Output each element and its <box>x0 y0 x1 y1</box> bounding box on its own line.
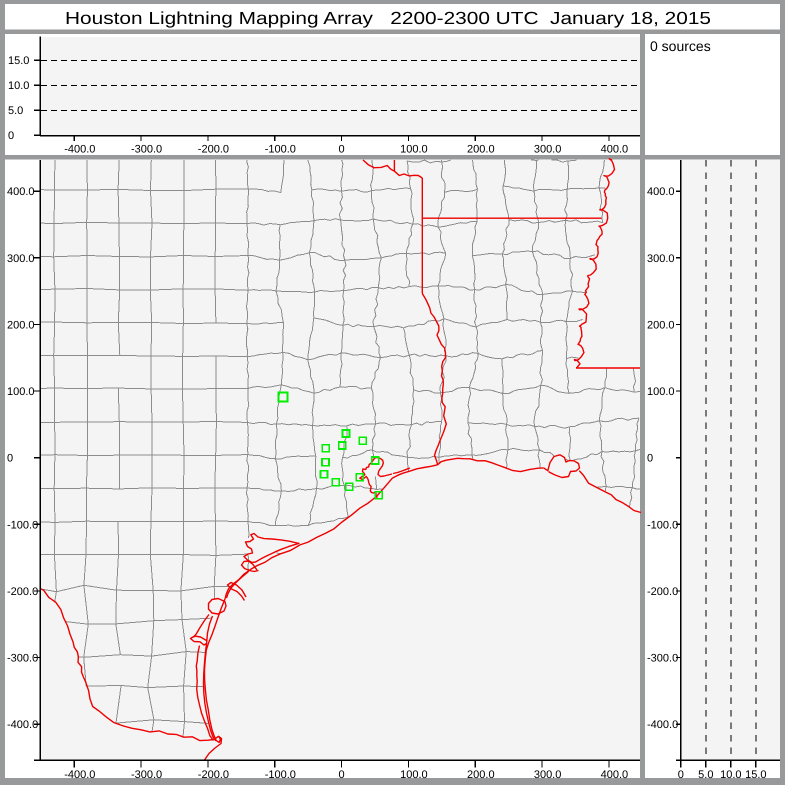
svg-text:400.0: 400.0 <box>647 186 675 198</box>
svg-text:10.0: 10.0 <box>720 769 741 781</box>
svg-text:200.0: 200.0 <box>467 144 495 156</box>
svg-text:-300.0: -300.0 <box>7 653 38 665</box>
svg-text:0: 0 <box>339 769 345 781</box>
svg-text:-400.0: -400.0 <box>64 144 95 156</box>
svg-text:-100.0: -100.0 <box>647 519 678 531</box>
svg-text:Houston Lightning Mapping Arra: Houston Lightning Mapping Array 2200-230… <box>65 8 711 28</box>
svg-text:400.0: 400.0 <box>7 186 35 198</box>
svg-text:0: 0 <box>647 453 653 465</box>
svg-text:100.0: 100.0 <box>647 386 675 398</box>
svg-text:-400.0: -400.0 <box>647 719 678 731</box>
svg-text:300.0: 300.0 <box>534 769 562 781</box>
svg-text:100.0: 100.0 <box>400 144 428 156</box>
svg-text:300.0: 300.0 <box>7 253 35 265</box>
svg-text:0 sources: 0 sources <box>650 38 711 54</box>
svg-text:100.0: 100.0 <box>400 769 428 781</box>
svg-text:15.0: 15.0 <box>745 769 766 781</box>
svg-text:-200.0: -200.0 <box>198 144 229 156</box>
svg-text:10.0: 10.0 <box>8 80 29 92</box>
svg-text:-300.0: -300.0 <box>131 144 162 156</box>
svg-text:15.0: 15.0 <box>8 55 29 67</box>
svg-text:-200.0: -200.0 <box>647 586 678 598</box>
svg-text:-400.0: -400.0 <box>64 769 95 781</box>
svg-text:-300.0: -300.0 <box>647 653 678 665</box>
svg-text:-100.0: -100.0 <box>265 144 296 156</box>
svg-text:-300.0: -300.0 <box>131 769 162 781</box>
svg-text:0: 0 <box>678 769 684 781</box>
svg-text:-200.0: -200.0 <box>198 769 229 781</box>
svg-text:200.0: 200.0 <box>7 320 35 332</box>
svg-text:-400.0: -400.0 <box>7 719 38 731</box>
svg-text:-100.0: -100.0 <box>265 769 296 781</box>
svg-text:300.0: 300.0 <box>647 253 675 265</box>
svg-text:100.0: 100.0 <box>7 386 35 398</box>
svg-text:5.0: 5.0 <box>698 769 713 781</box>
svg-text:400.0: 400.0 <box>601 144 629 156</box>
svg-text:0: 0 <box>8 130 14 142</box>
svg-text:-100.0: -100.0 <box>7 519 38 531</box>
svg-text:5.0: 5.0 <box>8 105 23 117</box>
svg-text:300.0: 300.0 <box>534 144 562 156</box>
svg-text:0: 0 <box>7 453 13 465</box>
svg-text:200.0: 200.0 <box>647 320 675 332</box>
svg-text:400.0: 400.0 <box>601 769 629 781</box>
svg-text:200.0: 200.0 <box>467 769 495 781</box>
svg-text:0: 0 <box>339 144 345 156</box>
svg-text:-200.0: -200.0 <box>7 586 38 598</box>
